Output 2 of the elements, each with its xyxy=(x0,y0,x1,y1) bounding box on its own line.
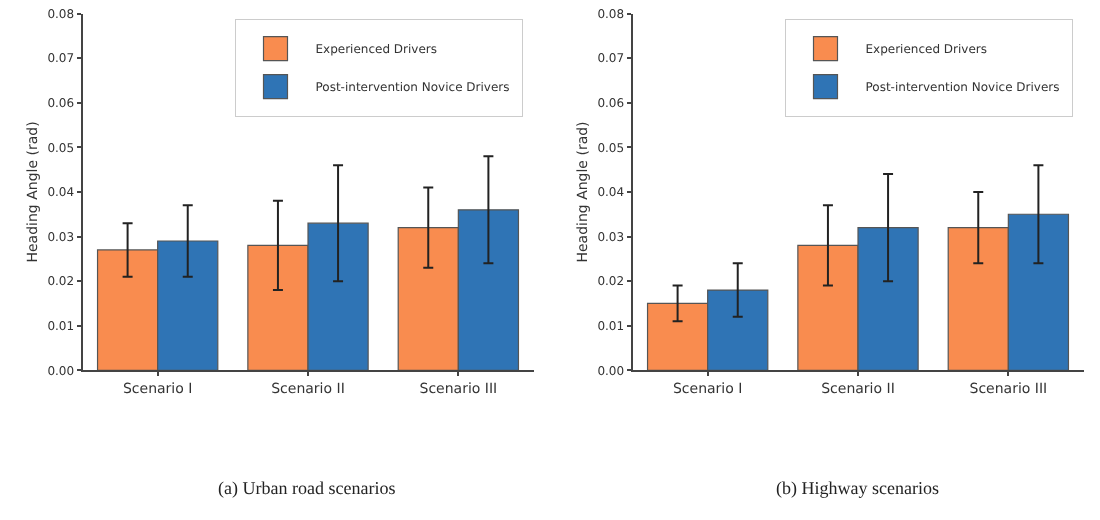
text: (b) Highway scenarios xyxy=(776,478,940,498)
text: (a) Urban road scenarios xyxy=(218,478,397,498)
